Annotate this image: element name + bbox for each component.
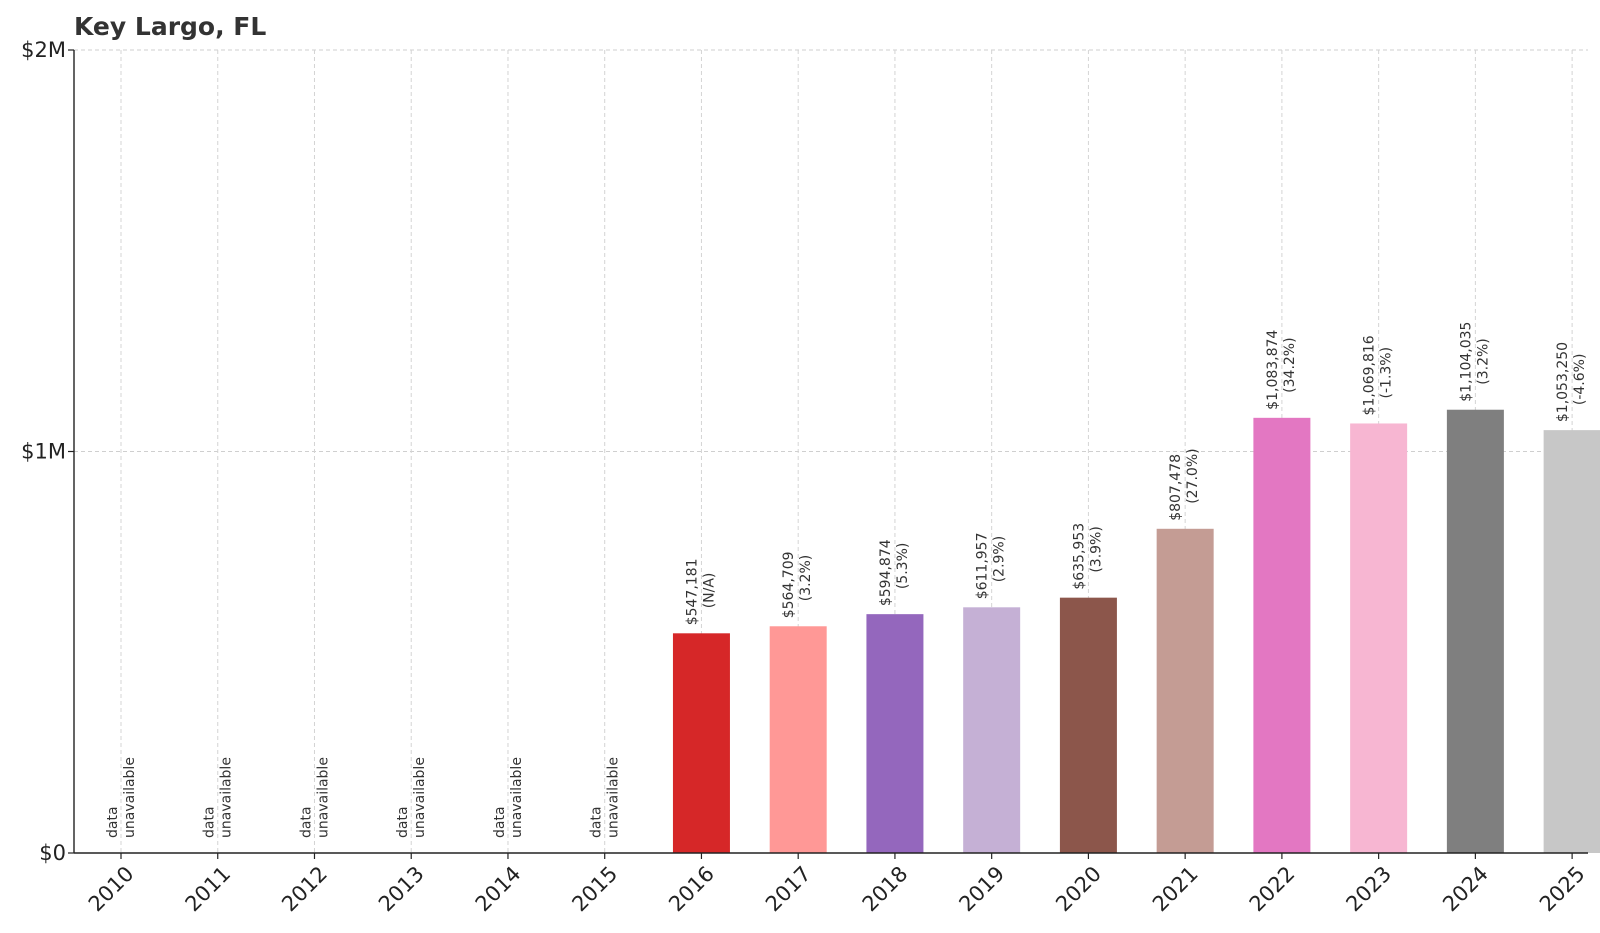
missing-data-label: data [105, 806, 121, 838]
missing-data-label: unavailable [219, 757, 235, 838]
bar-value-label: $1,053,250 [1555, 342, 1571, 422]
x-tick-label: 2024 [1438, 862, 1493, 917]
missing-data-label: unavailable [315, 757, 331, 838]
bar [1446, 409, 1504, 853]
x-tick-label: 2019 [954, 862, 1009, 917]
x-tick-label: 2017 [761, 862, 816, 917]
missing-data-label: unavailable [509, 757, 525, 838]
missing-data-label: data [492, 806, 508, 838]
bar-change-label: (27.0%) [1185, 448, 1201, 503]
y-tick-label: $0 [39, 841, 66, 865]
missing-data-label: data [298, 806, 314, 838]
bar-change-label: (3.9%) [1088, 526, 1104, 573]
x-tick-label: 2025 [1535, 862, 1590, 917]
bar-change-label: (5.3%) [895, 543, 911, 590]
bar [1253, 417, 1311, 853]
missing-data-label: data [202, 806, 218, 838]
bar-value-label: $1,104,035 [1458, 322, 1474, 402]
bar-value-label: $1,069,816 [1362, 335, 1378, 415]
bar-value-label: $1,083,874 [1265, 330, 1281, 410]
x-tick-label: 2010 [84, 862, 139, 917]
bar-change-label: (-4.6%) [1572, 354, 1588, 406]
bar [1156, 528, 1214, 853]
x-tick-label: 2015 [567, 862, 622, 917]
bar-value-label: $564,709 [781, 551, 797, 618]
bar-value-label: $807,478 [1168, 454, 1184, 521]
x-tick-label: 2022 [1245, 862, 1300, 917]
bar-value-label: $594,874 [878, 539, 894, 606]
bar-value-label: $547,181 [684, 558, 700, 625]
y-tick-label: $2M [21, 38, 66, 62]
x-tick-label: 2012 [277, 862, 332, 917]
bar-change-label: (2.9%) [992, 536, 1008, 583]
bar [769, 626, 827, 853]
x-tick-label: 2021 [1148, 862, 1203, 917]
x-tick-label: 2013 [374, 862, 429, 917]
y-tick-label: $1M [21, 440, 66, 464]
x-tick-label: 2011 [181, 862, 236, 917]
bar-change-label: (34.2%) [1282, 337, 1298, 392]
bar-labels: data unavailable data unavailable data unavai… [105, 322, 1588, 838]
missing-data-label: unavailable [122, 757, 138, 838]
missing-data-label: data [395, 806, 411, 838]
bar [1350, 423, 1408, 853]
bar [672, 633, 730, 853]
bar [963, 607, 1021, 853]
bar-change-label: (3.2%) [798, 555, 814, 602]
bar-change-label: (-1.3%) [1379, 347, 1395, 399]
bar [1543, 430, 1600, 853]
x-tick-label: 2020 [1051, 862, 1106, 917]
x-tick-label: 2016 [664, 862, 719, 917]
bars [672, 409, 1600, 853]
x-tick-label: 2018 [858, 862, 913, 917]
bar-change-label: (N/A) [701, 573, 717, 609]
chart-title: Key Largo, FL [74, 12, 267, 41]
missing-data-label: unavailable [412, 757, 428, 838]
bar-value-label: $611,957 [975, 532, 991, 599]
missing-data-label: unavailable [606, 757, 622, 838]
bar [866, 614, 924, 853]
missing-data-label: data [589, 806, 605, 838]
bar-value-label: $635,953 [1071, 523, 1087, 590]
x-tick-label: 2014 [471, 862, 526, 917]
bar-change-label: (3.2%) [1475, 338, 1491, 385]
x-tick-label: 2023 [1341, 862, 1396, 917]
bar [1059, 597, 1117, 853]
